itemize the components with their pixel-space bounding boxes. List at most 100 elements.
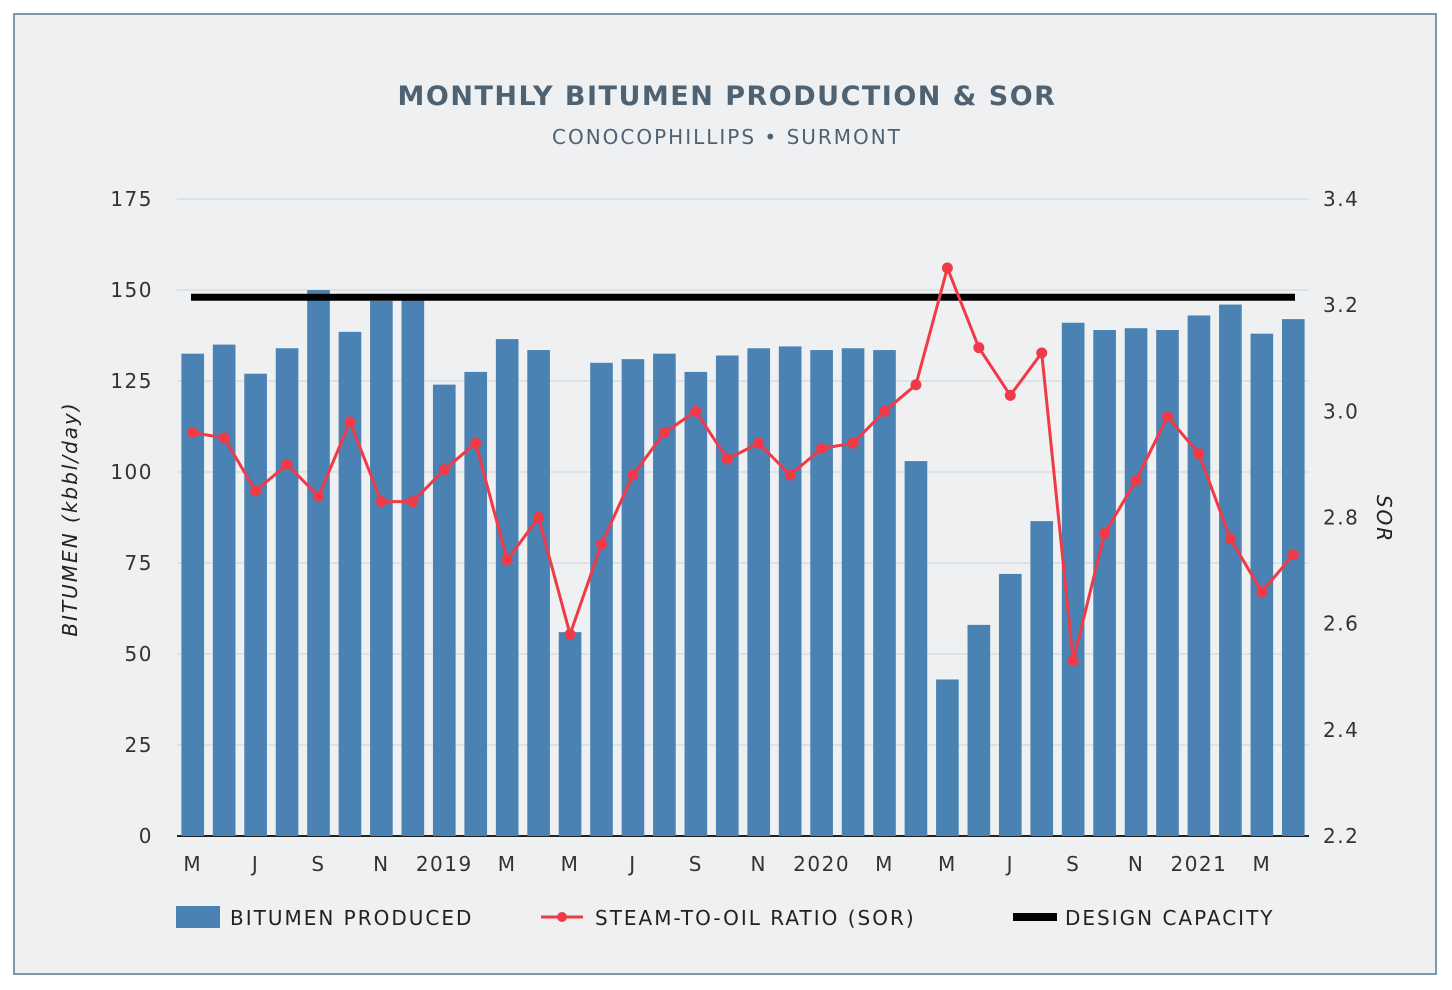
left-tick-label: 75 xyxy=(125,551,153,575)
bitumen-bar xyxy=(1281,319,1305,836)
sor-point xyxy=(375,496,387,508)
x-tick-label: J xyxy=(250,852,259,876)
sor-point xyxy=(187,427,199,439)
sor-point xyxy=(973,342,985,354)
chart-panel: MONTHLY BITUMEN PRODUCTION & SOR CONOCOP… xyxy=(13,13,1437,975)
chart-title: MONTHLY BITUMEN PRODUCTION & SOR xyxy=(398,81,1057,112)
sor-point xyxy=(1256,586,1268,598)
x-tick-label: M xyxy=(561,852,580,876)
legend-capacity-swatch xyxy=(1013,913,1057,921)
bitumen-bar xyxy=(558,632,582,836)
x-tick-label: M xyxy=(938,852,957,876)
bitumen-bar xyxy=(967,624,991,836)
legend-sor-marker xyxy=(557,912,567,922)
sor-point xyxy=(250,485,262,497)
sor-point xyxy=(470,437,482,449)
sor-point xyxy=(281,458,293,470)
bitumen-bar xyxy=(653,353,676,836)
x-axis-ticks: M J S N 2019 M M J S N 2020 M M J S N 2021 M xyxy=(183,852,1271,876)
right-tick-label: 2.2 xyxy=(1323,824,1359,848)
bitumen-bar xyxy=(747,348,771,836)
sor-point xyxy=(1004,389,1016,401)
sor-point xyxy=(501,554,513,566)
x-tick-label: S xyxy=(689,852,703,876)
sor-point xyxy=(658,427,670,439)
x-tick-label: J xyxy=(627,852,636,876)
bitumen-bar xyxy=(181,353,205,836)
right-tick-label: 2.8 xyxy=(1323,506,1359,530)
left-tick-label: 150 xyxy=(110,278,153,302)
sor-point xyxy=(847,437,859,449)
sor-point xyxy=(313,490,324,502)
sor-point xyxy=(1067,655,1079,667)
x-tick-label: J xyxy=(1005,852,1014,876)
x-tick-label: 2019 xyxy=(416,852,473,876)
bitumen-bar xyxy=(1061,322,1085,836)
x-tick-label: M xyxy=(183,852,202,876)
sor-point xyxy=(1287,549,1299,561)
bitumen-bar xyxy=(684,371,708,836)
left-tick-label: 50 xyxy=(125,642,153,666)
bitumen-bar xyxy=(1124,328,1148,836)
x-tick-label: N xyxy=(1128,852,1144,876)
legend-sor-label: STEAM-TO-OIL RATIO (SOR) xyxy=(595,906,916,930)
legend-bitumen-label: BITUMEN PRODUCED xyxy=(230,906,473,930)
bitumen-bar xyxy=(841,348,865,836)
bitumen-bar xyxy=(495,339,519,836)
x-tick-label: M xyxy=(875,852,894,876)
sor-point xyxy=(1224,533,1236,545)
sor-point xyxy=(438,464,450,476)
sor-point xyxy=(218,432,230,444)
x-tick-label: 2020 xyxy=(793,852,850,876)
sor-point xyxy=(753,437,765,449)
x-tick-label: M xyxy=(498,852,517,876)
bitumen-bar xyxy=(1030,521,1054,836)
gridlines xyxy=(177,198,1309,837)
bitumen-bar xyxy=(401,297,425,836)
sor-point xyxy=(879,405,890,417)
right-axis-ticks: 2.2 2.4 2.6 2.8 3.0 3.2 3.4 xyxy=(1323,187,1359,848)
left-tick-label: 25 xyxy=(125,733,153,757)
bitumen-bar xyxy=(778,346,802,836)
bitumen-bar xyxy=(998,573,1022,836)
sor-point xyxy=(344,416,356,428)
right-tick-label: 2.4 xyxy=(1323,718,1359,742)
x-tick-label: N xyxy=(373,852,389,876)
sor-point xyxy=(721,453,733,465)
chart-subtitle: CONOCOPHILLIPS • SURMONT xyxy=(552,125,902,149)
bitumen-bar xyxy=(1250,333,1274,836)
bitumen-bar xyxy=(936,679,959,836)
x-tick-label: M xyxy=(1252,852,1271,876)
bitumen-bar xyxy=(810,350,833,836)
sor-point xyxy=(690,405,702,417)
sor-point xyxy=(941,262,953,274)
sor-point xyxy=(1130,474,1142,486)
left-tick-label: 0 xyxy=(139,824,153,848)
sor-line xyxy=(192,266,1295,663)
legend-capacity-label: DESIGN CAPACITY xyxy=(1065,906,1275,930)
left-axis-ticks: 0 25 50 75 100 125 150 175 xyxy=(110,187,153,848)
left-tick-label: 175 xyxy=(110,187,153,211)
sor-line-series xyxy=(187,262,1299,667)
right-tick-label: 2.6 xyxy=(1323,612,1359,636)
sor-point xyxy=(564,628,576,640)
bitumen-bar xyxy=(715,355,739,836)
sor-point xyxy=(1036,347,1048,359)
sor-point xyxy=(407,496,419,508)
x-tick-label: 2021 xyxy=(1170,852,1227,876)
bitumen-bar xyxy=(590,362,613,836)
bitumen-bar xyxy=(244,373,267,836)
bitumen-bar xyxy=(275,348,299,836)
x-tick-label: S xyxy=(311,852,325,876)
right-tick-label: 3.2 xyxy=(1323,293,1359,317)
bitumen-bar xyxy=(432,384,456,836)
sor-point xyxy=(1162,411,1173,423)
sor-point xyxy=(627,469,639,481)
sor-point xyxy=(1099,527,1111,539)
bitumen-bar xyxy=(1093,330,1116,836)
sor-point xyxy=(596,538,607,550)
bitumen-bar xyxy=(1156,330,1179,836)
sor-point xyxy=(784,469,796,481)
sor-point xyxy=(1193,448,1205,460)
bitumen-bar xyxy=(527,350,550,836)
